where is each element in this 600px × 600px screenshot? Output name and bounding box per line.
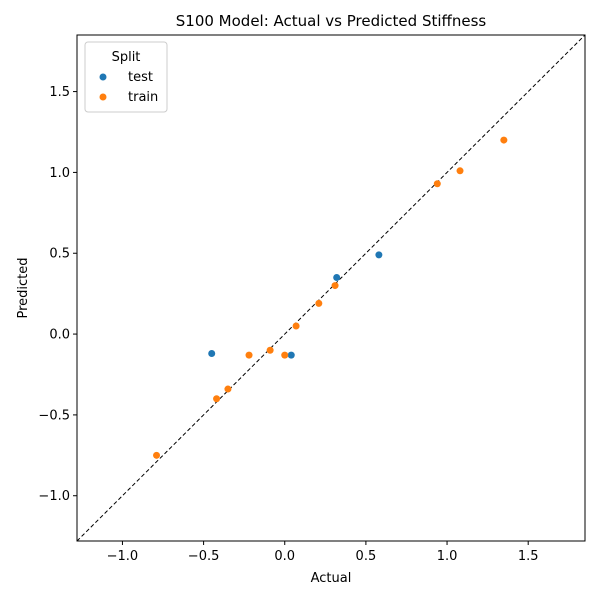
point-train-5 (281, 351, 289, 359)
x-axis-label: Actual (311, 571, 352, 586)
legend-box (84, 41, 168, 113)
point-train-2 (224, 385, 232, 393)
legend: Split test train (84, 41, 168, 113)
point-test-1 (287, 351, 295, 359)
point-train-1 (213, 395, 221, 403)
x-tick-label: 0.5 (356, 549, 377, 564)
point-train-11 (500, 136, 508, 144)
point-train-9 (433, 180, 441, 188)
point-test-0 (208, 349, 216, 357)
point-train-6 (292, 322, 300, 330)
point-train-10 (456, 167, 464, 175)
legend-marker-test (99, 73, 107, 81)
point-train-0 (153, 451, 161, 459)
point-train-7 (315, 299, 323, 307)
point-train-8 (331, 282, 339, 290)
point-test-2 (333, 273, 341, 281)
point-train-4 (266, 346, 274, 354)
x-tick-label: −1.0 (107, 549, 139, 564)
y-tick-label: 1.0 (49, 166, 70, 181)
y-tick-label: 0.5 (49, 247, 70, 262)
legend-title: Split (112, 50, 141, 65)
legend-label-train: train (128, 90, 158, 105)
y-tick-label: −1.0 (38, 489, 70, 504)
y-tick-label: 1.5 (49, 85, 70, 100)
x-tick-label: −0.5 (188, 549, 220, 564)
x-tick-label: 1.5 (518, 549, 539, 564)
point-test-3 (375, 251, 383, 259)
y-axis-label: Predicted (16, 257, 31, 318)
chart-title: S100 Model: Actual vs Predicted Stiffnes… (176, 12, 487, 30)
plot-frame (76, 34, 586, 542)
reference-line (76, 34, 586, 542)
y-tick-label: −0.5 (38, 408, 70, 423)
legend-marker-train (99, 93, 107, 101)
y-tick-label: 0.0 (49, 328, 70, 343)
legend-label-test: test (128, 70, 153, 85)
x-tick-label: 1.0 (437, 549, 458, 564)
point-train-3 (245, 351, 253, 359)
x-tick-label: 0.0 (274, 549, 295, 564)
